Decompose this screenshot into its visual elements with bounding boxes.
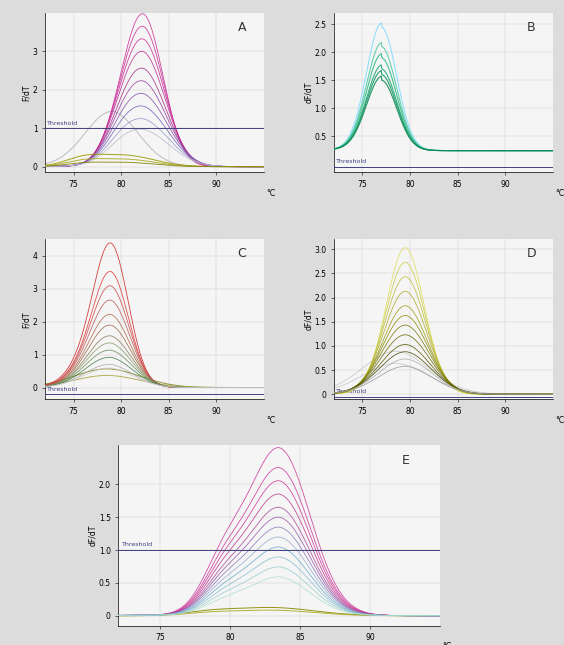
Text: Threshold: Threshold: [47, 121, 78, 126]
Text: Threshold: Threshold: [336, 159, 367, 164]
Y-axis label: dF/dT: dF/dT: [304, 308, 313, 330]
Y-axis label: dF/dT: dF/dT: [304, 82, 313, 103]
Text: Threshold: Threshold: [122, 542, 153, 548]
Y-axis label: dF/dT: dF/dT: [89, 524, 97, 546]
Text: °C: °C: [556, 416, 564, 424]
Text: Threshold: Threshold: [47, 387, 78, 392]
Y-axis label: F/dT: F/dT: [22, 311, 31, 328]
Text: C: C: [237, 248, 246, 261]
Text: D: D: [526, 248, 536, 261]
Text: °C: °C: [556, 189, 564, 198]
Text: °C: °C: [443, 642, 452, 645]
Text: A: A: [237, 21, 246, 34]
Text: Threshold: Threshold: [336, 389, 367, 394]
Text: °C: °C: [267, 416, 276, 424]
Text: B: B: [526, 21, 535, 34]
Text: °C: °C: [267, 189, 276, 198]
Y-axis label: F/dT: F/dT: [22, 84, 31, 101]
Text: E: E: [402, 454, 409, 467]
